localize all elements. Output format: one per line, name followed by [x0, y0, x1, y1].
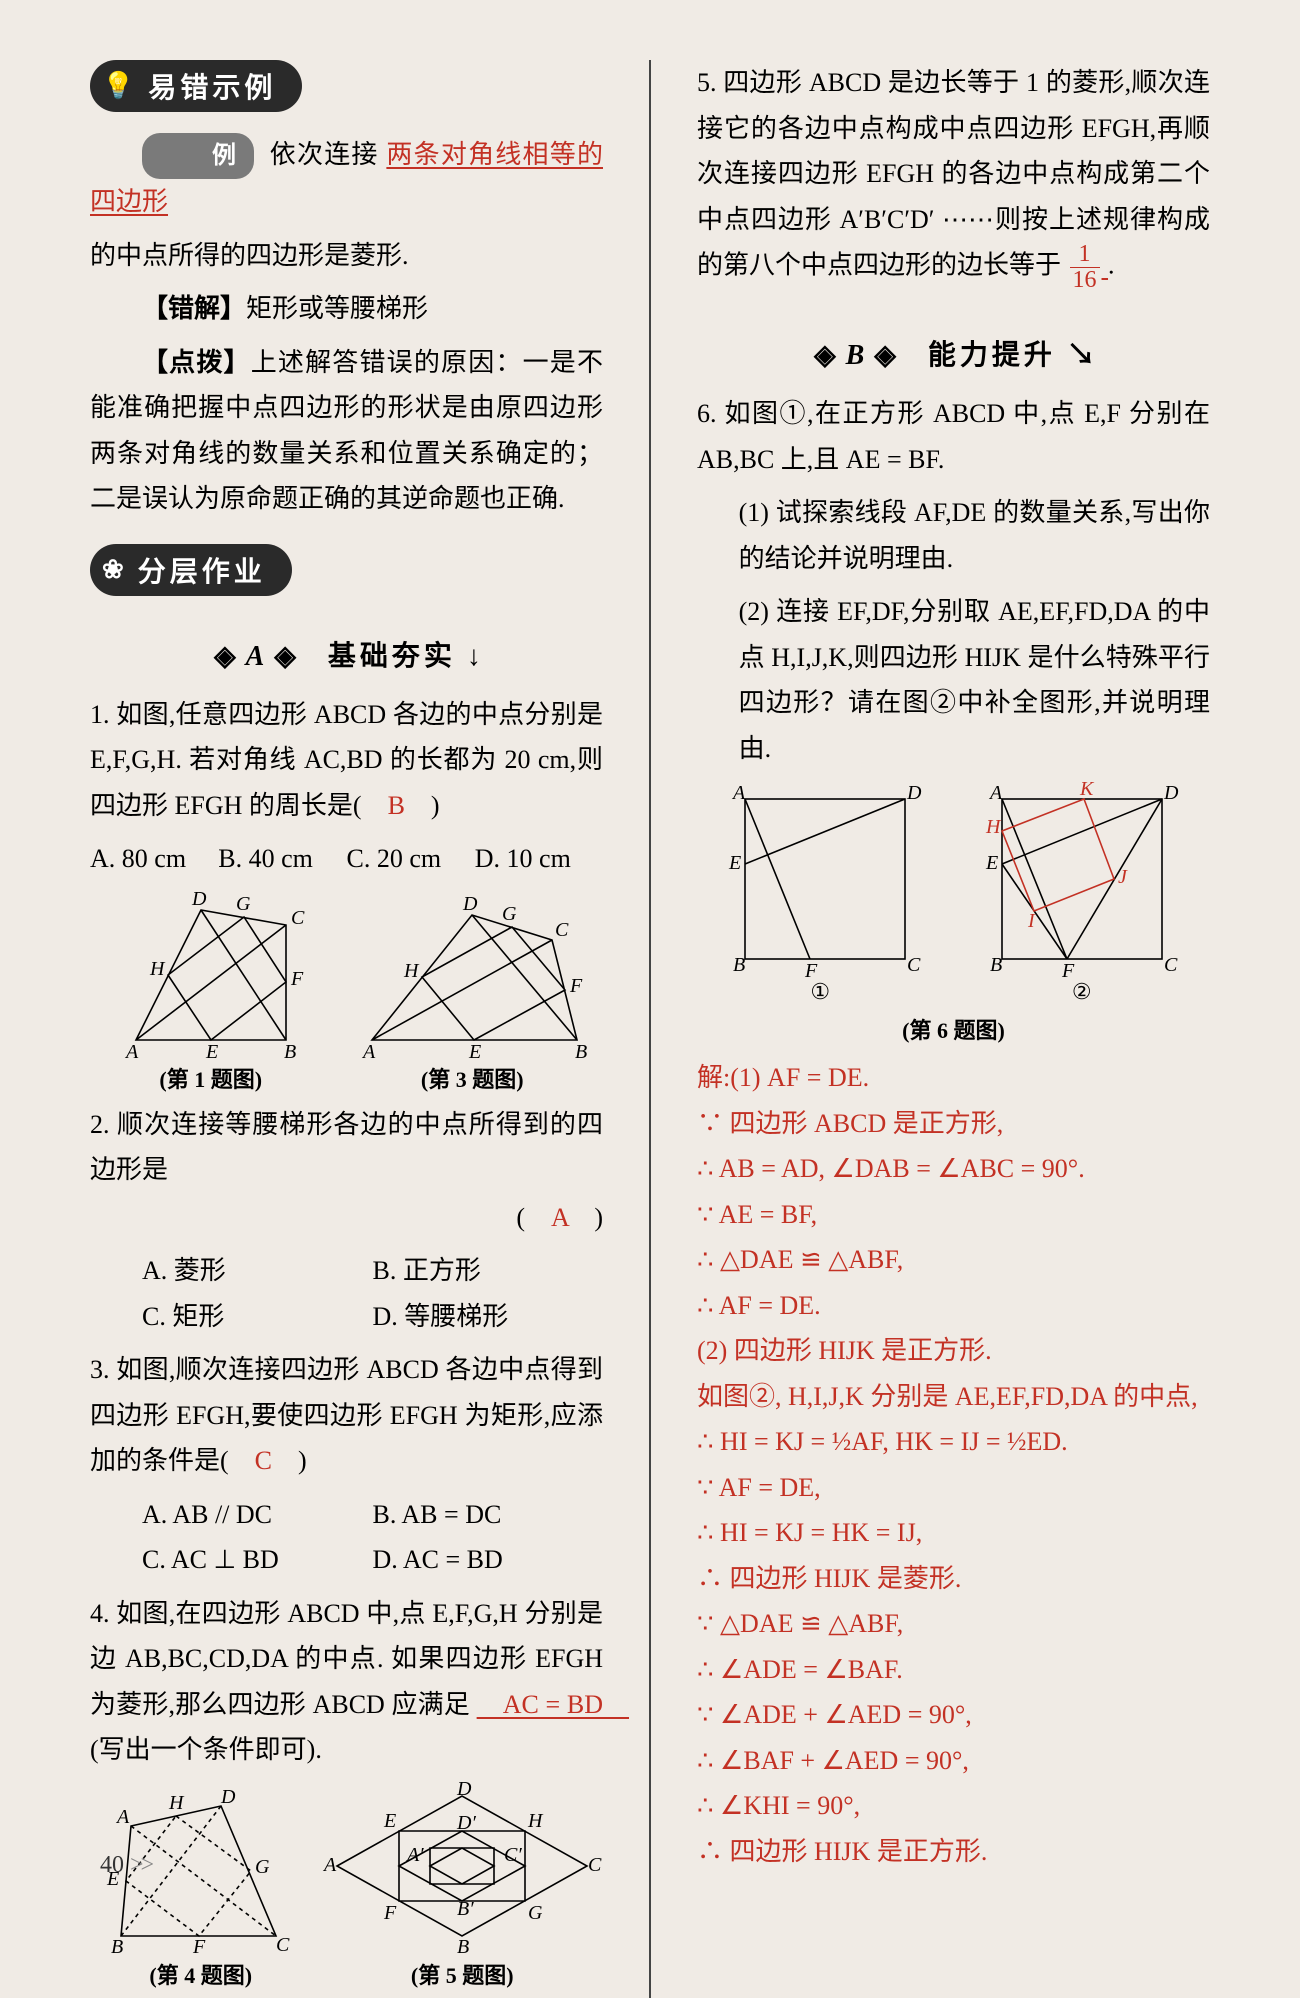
example-badge: 例 [142, 133, 254, 179]
fig5: AED HC GB F A′D′ C′B′ (第 5 题图) [322, 1781, 602, 1990]
svg-text:E: E [985, 852, 998, 874]
svg-text:B: B [990, 954, 1002, 976]
svg-text:A: A [115, 1806, 130, 1828]
svg-text:H: H [527, 1810, 544, 1832]
svg-text:C: C [291, 907, 305, 929]
svg-text:C: C [907, 954, 921, 976]
column-divider [649, 60, 651, 1998]
q6-solution: 解:(1) AF = DE. ∵ 四边形 ABCD 是正方形, ∴ AB = A… [697, 1055, 1210, 1874]
svg-text:B: B [111, 1936, 123, 1956]
bulb-icon: 💡 [102, 71, 138, 101]
fig6-caption: (第 6 题图) [697, 1013, 1210, 1045]
right-column: 5. 四边形 ABCD 是边长等于 1 的菱形,顺次连接它的各边中点构成中点四边… [697, 60, 1210, 1998]
svg-text:B: B [457, 1936, 469, 1956]
fig-row-4-5: AHD GC FB E (第 4 题图) [90, 1781, 603, 1990]
q5-fill: 116 [1068, 251, 1109, 280]
left-column: 💡 易错示例 例 依次连接 两条对角线相等的四边形 的中点所得的四边形是菱形. … [90, 60, 603, 1998]
svg-text:E: E [728, 852, 741, 874]
svg-text:A: A [988, 782, 1003, 804]
fig1: AEB FC GD H (第 1 题图) [96, 890, 326, 1094]
svg-text:G: G [528, 1902, 543, 1924]
svg-text:H: H [403, 960, 420, 982]
q5-text: 5. 四边形 ABCD 是边长等于 1 的菱形,顺次连接它的各边中点构成中点四边… [697, 60, 1210, 293]
section-b-head: ◈B◈ 能力提升 ↘ [697, 333, 1210, 373]
q4-text: 4. 如图,在四边形 ABCD 中,点 E,F,G,H 分别是边 AB,BC,C… [90, 1591, 603, 1773]
svg-text:D: D [462, 893, 478, 915]
example-line2: 的中点所得的四边形是菱形. [90, 233, 603, 279]
svg-text:F: F [383, 1902, 397, 1924]
svg-text:D: D [906, 782, 922, 804]
tip-text: 【点拨】上述解答错误的原因：一是不能准确把握中点四边形的形状是由原四边形两条对角… [90, 340, 603, 522]
svg-text:B: B [284, 1041, 296, 1060]
svg-text:H: H [168, 1792, 185, 1814]
svg-text:F: F [569, 975, 583, 997]
q6-part2: (2) 连接 EF,DF,分别取 AE,EF,FD,DA 的中点 H,I,J,K… [697, 589, 1210, 771]
fig4: AHD GC FB E (第 4 题图) [91, 1781, 311, 1990]
svg-text:F: F [290, 968, 304, 990]
q6-part1: (1) 试探索线段 AF,DE 的数量关系,写出你的结论并说明理由. [697, 490, 1210, 581]
fig3: AEB FC GD H (第 3 题图) [347, 890, 597, 1094]
svg-text:B: B [575, 1041, 587, 1060]
svg-text:E: E [383, 1810, 396, 1832]
q1-choices: A. 80 cm B. 40 cm C. 20 cm D. 10 cm [90, 836, 603, 882]
chevron-icon: >> [130, 1852, 151, 1878]
svg-text:A: A [361, 1041, 376, 1060]
svg-text:C: C [1164, 954, 1178, 976]
svg-text:E: E [205, 1041, 218, 1060]
q3-choices: A. AB // DC B. AB = DC C. AC ⊥ BD D. AC … [90, 1492, 603, 1583]
svg-text:G: G [502, 903, 517, 925]
svg-text:K: K [1079, 779, 1095, 800]
svg-text:C: C [555, 919, 569, 941]
svg-text:F: F [804, 960, 818, 979]
pill-mistakes-label: 易错示例 [148, 66, 276, 106]
fig6-1: AD CB EF ① [715, 779, 925, 1005]
page-number: 40 >> [100, 1852, 151, 1879]
q1-text: 1. 如图,任意四边形 ABCD 各边的中点分别是 E,F,G,H. 若对角线 … [90, 692, 603, 829]
svg-text:A: A [731, 782, 746, 804]
svg-text:H: H [985, 816, 1002, 838]
q3-text: 3. 如图,顺次连接四边形 ABCD 各边中点得到四边形 EFGH,要使四边形 … [90, 1347, 603, 1484]
svg-text:C: C [588, 1854, 602, 1876]
svg-text:G: G [236, 893, 251, 915]
pill-homework-label: 分层作业 [138, 550, 266, 590]
pill-mistakes: 💡 易错示例 [90, 60, 302, 112]
svg-text:A′: A′ [405, 1844, 424, 1866]
svg-text:H: H [149, 958, 166, 980]
wrong-solution: 【错解】矩形或等腰梯形 [90, 286, 603, 332]
svg-text:D: D [456, 1781, 472, 1800]
pill-homework: ❀ 分层作业 [90, 544, 292, 596]
svg-text:G: G [255, 1856, 270, 1878]
fig-row-6: AD CB EF ① [697, 779, 1210, 1005]
svg-text:B′: B′ [457, 1898, 474, 1920]
fig6-2: AD CB EF HK JI ② [972, 779, 1192, 1005]
svg-text:D: D [191, 890, 207, 910]
svg-text:J: J [1118, 866, 1128, 888]
svg-text:D: D [1163, 782, 1179, 804]
svg-text:F: F [192, 1936, 206, 1956]
flower-icon: ❀ [102, 555, 128, 585]
svg-text:C′: C′ [504, 1844, 522, 1866]
example-line: 例 依次连接 两条对角线相等的四边形 [90, 132, 603, 225]
q2-choices: A. 菱形 B. 正方形 C. 矩形 D. 等腰梯形 [90, 1248, 603, 1339]
q2-answer-paren: ( A ) [90, 1195, 603, 1241]
section-a-head: ◈A◈ 基础夯实 ↓ [90, 634, 603, 674]
q4-fill: AC = BD [477, 1690, 629, 1719]
q6-line1: 6. 如图①,在正方形 ABCD 中,点 E,F 分别在 AB,BC 上,且 A… [697, 391, 1210, 482]
svg-text:A: A [322, 1854, 337, 1876]
svg-text:E: E [468, 1041, 481, 1060]
fig-row-1-3: AEB FC GD H (第 1 题图) [90, 890, 603, 1094]
svg-text:D: D [220, 1786, 236, 1808]
svg-text:C: C [276, 1934, 290, 1956]
svg-text:I: I [1027, 910, 1036, 932]
svg-text:A: A [124, 1041, 139, 1060]
q2-text: 2. 顺次连接等腰梯形各边的中点所得到的四边形是 [90, 1102, 603, 1193]
svg-text:F: F [1061, 960, 1075, 979]
svg-text:D′: D′ [456, 1812, 476, 1834]
svg-text:B: B [733, 954, 745, 976]
page-content: 💡 易错示例 例 依次连接 两条对角线相等的四边形 的中点所得的四边形是菱形. … [90, 60, 1210, 1998]
